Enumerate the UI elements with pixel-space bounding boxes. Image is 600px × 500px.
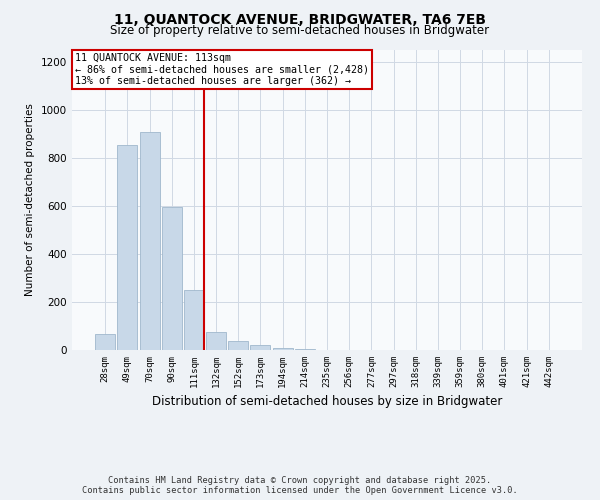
Bar xyxy=(272,348,293,350)
Bar xyxy=(162,207,182,350)
Text: 11 QUANTOCK AVENUE: 113sqm
← 86% of semi-detached houses are smaller (2,428)
13%: 11 QUANTOCK AVENUE: 113sqm ← 86% of semi… xyxy=(74,53,368,86)
Bar xyxy=(295,349,315,350)
Bar xyxy=(184,290,204,350)
Bar xyxy=(206,332,226,350)
Bar xyxy=(140,132,160,350)
Y-axis label: Number of semi-detached properties: Number of semi-detached properties xyxy=(25,104,35,296)
Bar xyxy=(228,341,248,350)
Text: Size of property relative to semi-detached houses in Bridgwater: Size of property relative to semi-detach… xyxy=(110,24,490,37)
Bar xyxy=(250,345,271,350)
Bar xyxy=(118,145,137,350)
Text: 11, QUANTOCK AVENUE, BRIDGWATER, TA6 7EB: 11, QUANTOCK AVENUE, BRIDGWATER, TA6 7EB xyxy=(114,12,486,26)
Bar xyxy=(95,334,115,350)
X-axis label: Distribution of semi-detached houses by size in Bridgwater: Distribution of semi-detached houses by … xyxy=(152,396,502,408)
Text: Contains HM Land Registry data © Crown copyright and database right 2025.
Contai: Contains HM Land Registry data © Crown c… xyxy=(82,476,518,495)
